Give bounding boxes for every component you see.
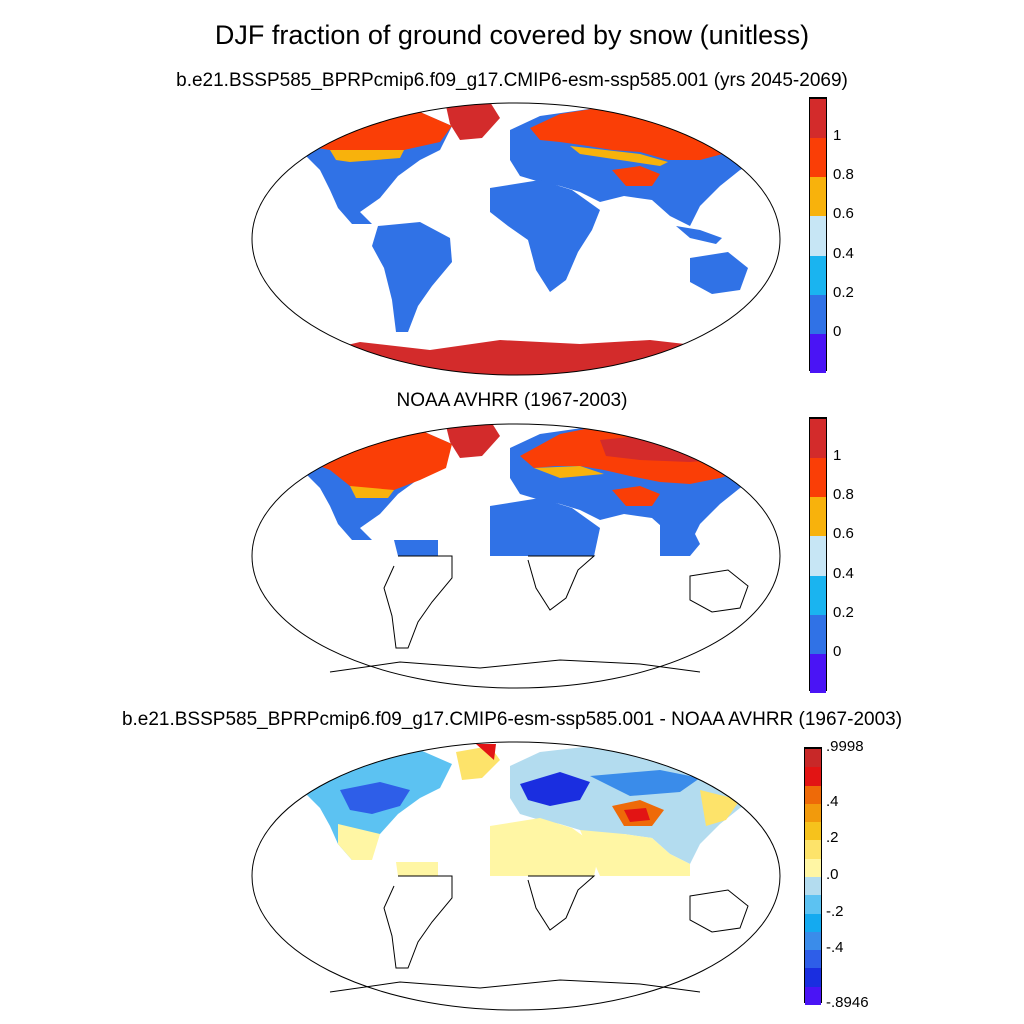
colorbar-label: 0 [833,322,842,340]
north-america-snow-edge [350,486,394,498]
colorbar-label: 0.4 [833,564,854,582]
colorbar-swatch [805,930,821,951]
figure-title: DJF fraction of ground covered by snow (… [214,20,810,50]
colorbar-swatch [810,176,826,217]
eurasia-snow-edge [534,466,604,478]
australia-land [690,252,748,294]
colorbar-swatch [810,137,826,178]
panel-3-coastlines [329,875,749,993]
eurasia-snow-edge [570,146,668,166]
colorbar-label: -.8946 [826,994,869,1011]
north-america-south-positive [338,824,380,860]
greenland-land [446,103,500,140]
panel-3-globe-outline [251,741,781,1011]
panel-1-title: b.e21.BSSP585_BPRPcmip6.f09_g17.CMIP6-es… [176,70,848,91]
colorbar-swatch [810,98,826,139]
colorbar-swatch [810,535,826,576]
colorbar-swatch [805,894,821,914]
colorbar-swatch [805,821,821,841]
colorbar-label: -.4 [826,939,844,957]
colorbar-label: 0.6 [833,525,854,543]
greenland-land [446,424,500,458]
colorbar-label: 0.8 [833,166,854,184]
colorbar-swatch [805,802,821,823]
caribbean-positive [396,862,438,876]
colorbar-label: 1 [833,447,842,465]
colorbar-label: 0.4 [833,244,854,262]
colorbar-label: -.2 [826,902,844,920]
colorbar-swatch [805,985,821,1005]
panel-2-coastlines [329,555,749,673]
colorbar-swatch [810,574,826,615]
arctic-tip-positive [476,744,496,760]
colorbar-swatch [805,766,821,786]
colorbar-swatch [810,254,826,295]
tibet-snow [612,166,660,186]
colorbar-label: 1 [833,127,842,145]
north-america-snow-edge [330,150,404,162]
colorbar-swatch [805,784,821,804]
colorbar-label: 0 [833,642,842,660]
colorbar-label: 0.2 [833,603,854,621]
colorbar-swatch [810,652,826,693]
tibet-snow [612,486,660,506]
colorbar-label: .2 [826,829,839,847]
colorbar-label: 0.8 [833,486,854,504]
colorbar-label: .9998 [826,738,864,755]
colorbar-label: .0 [826,866,839,883]
panel-3-title: b.e21.BSSP585_BPRPcmip6.f09_g17.CMIP6-es… [121,709,903,730]
eurasia-strong-negative [520,772,590,806]
colorbar-swatch [810,332,826,373]
colorbar-swatch [810,457,826,498]
colorbar-label: .4 [826,792,839,810]
colorbar-swatch [805,857,821,877]
africa-land [490,180,600,292]
panel-2-title: NOAA AVHRR (1967-2003) [396,390,628,411]
central-asia-hotspot [624,808,650,822]
eurasia-south-positive [580,830,690,876]
south-america-land [372,222,452,332]
colorbar-label: 0.6 [833,205,854,223]
panel-2-globe-outline [251,423,781,689]
colorbar-swatch [810,418,826,459]
colorbar-swatch [805,748,821,768]
colorbar-swatch [805,949,821,969]
africa-north-land [490,498,600,556]
eurasia-negative [590,770,700,796]
colorbar-swatch [805,876,821,896]
colorbar-swatch [805,967,821,987]
colorbar-swatch [810,215,826,256]
panel-3-colorbar [804,747,822,1005]
se-asia-land [660,520,700,556]
colorbar-swatch [810,293,826,334]
colorbar-swatch [810,496,826,537]
colorbar-swatch [805,839,821,859]
colorbar-label: 0.2 [833,283,854,301]
se-asia-islands [676,226,722,244]
east-asia-positive [700,790,740,826]
south-america-strip [394,540,438,556]
africa-north-land [490,818,600,876]
panel-1-colorbar [809,97,827,373]
panel-1-globe-outline [251,102,781,376]
colorbar-swatch [810,613,826,654]
north-america-negative [340,782,410,814]
colorbar-swatch [805,912,821,932]
panel-2-colorbar [809,417,827,693]
